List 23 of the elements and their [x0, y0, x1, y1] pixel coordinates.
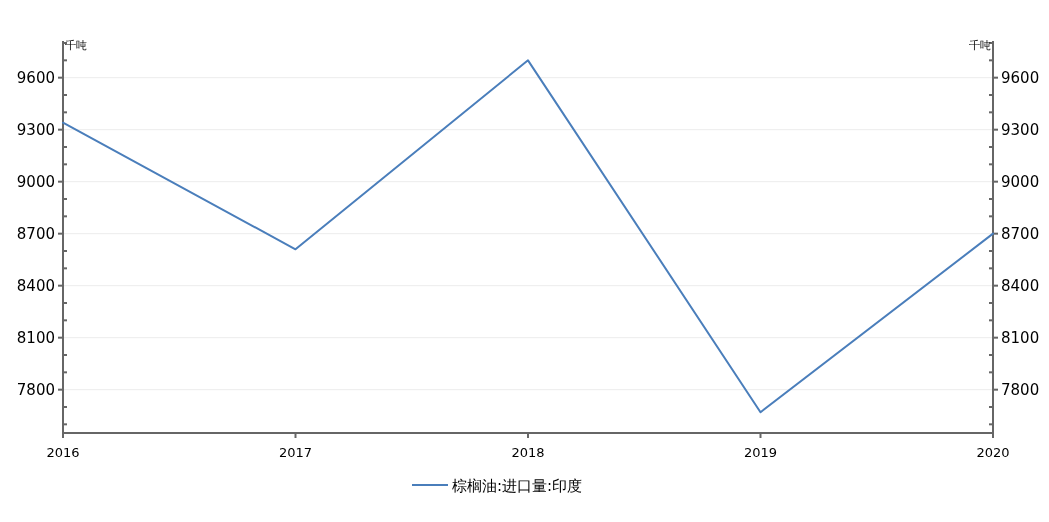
line-series: [62, 59, 994, 414]
y2-tick-label: 9300: [1001, 120, 1040, 139]
y-axis-title: 千吨: [65, 39, 87, 52]
y2-tick-label: 7800: [1001, 380, 1040, 399]
y-tick-label: 9600: [16, 68, 55, 87]
y-tick-label: 8400: [16, 276, 55, 295]
x-tick-label: 2018: [511, 445, 545, 460]
y-tick-label: 9300: [16, 120, 55, 139]
x-tick-label: 2020: [976, 445, 1010, 460]
y-tick-label: 8100: [16, 328, 55, 347]
x-tick-label: 2019: [743, 445, 778, 460]
x-tick-label: 2016: [46, 445, 80, 460]
y-tick-label: 7800: [16, 380, 55, 399]
y-tick-label: 8700: [16, 224, 55, 243]
y2-tick-label: 8100: [1001, 328, 1040, 347]
y2-tick-label: 9600: [1001, 68, 1040, 87]
y2-axis-title: 千吨: [969, 39, 991, 52]
y2-tick-label: 8400: [1001, 276, 1040, 295]
y2-tick-label: 8700: [1001, 224, 1040, 243]
legend-label: 棕榈油:进口量:印度: [452, 477, 583, 495]
x-tick-label: 2017: [278, 445, 313, 460]
y2-tick-label: 9000: [1001, 172, 1040, 191]
y-tick-label: 9000: [16, 172, 55, 191]
